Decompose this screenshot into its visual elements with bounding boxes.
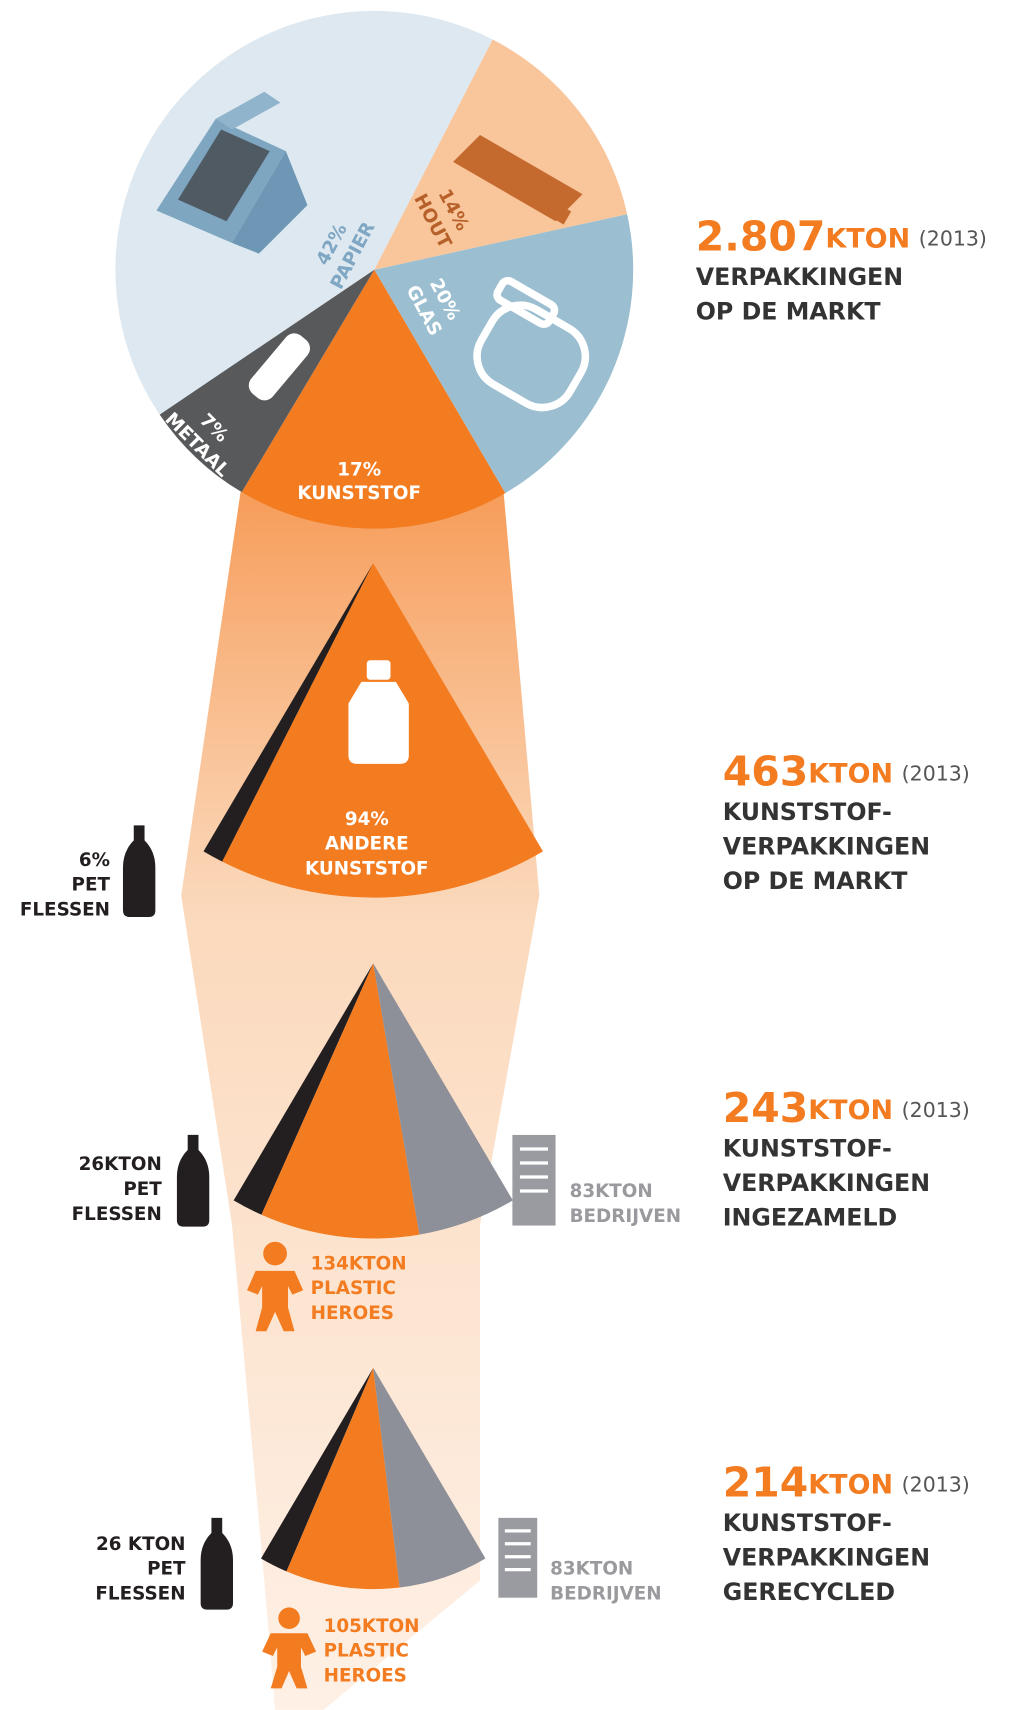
slice-label: HEROES [324,1665,407,1686]
slice-label: 134KTON [311,1253,407,1274]
slice-label: PLASTIC [324,1641,409,1662]
slice-label: PET [123,1179,162,1200]
headline: 463KTON (2013) [723,748,970,796]
unit: KTON [808,758,893,789]
slice-label: PET [147,1559,186,1580]
slice-label: 26 KTON [96,1534,186,1555]
headline-line: VERPAKKINGEN [723,1169,930,1197]
headline-line: VERPAKKINGEN [723,832,930,860]
amount: 463 [723,748,809,796]
slice-label: ANDERE [325,834,409,855]
amount: 2.807 [696,213,826,261]
headline: 214KTON (2013) [723,1459,970,1507]
amount: 214 [723,1459,809,1507]
slice-label: BEDRIJVEN [570,1206,682,1227]
headline-line: KUNSTSTOF- [723,1135,892,1163]
slice-label: HEROES [311,1303,394,1324]
slice-label: FLESSEN [20,900,110,921]
unit: KTON [808,1469,893,1500]
headline: 243KTON (2013) [723,1084,970,1132]
slice-label: BEDRIJVEN [550,1583,662,1604]
headline-line: VERPAKKINGEN [723,1543,930,1571]
slice-label: PET [72,875,111,896]
headline-line: VERPAKKINGEN [696,263,903,291]
headline-line: INGEZAMELD [723,1204,898,1232]
slice-label: 83KTON [570,1181,653,1202]
slice-label: 6% [79,850,110,871]
amount: 243 [723,1084,809,1132]
headline-line: KUNSTSTOF- [723,798,892,826]
headline: 2.807KTON (2013) [696,213,987,261]
headline-line: OP DE MARKT [723,867,909,895]
infographic: 42%PAPIER14%HOUT20%GLAS17%KUNSTSTOF7%MET… [0,0,1014,1710]
building-icons [498,1135,555,1598]
year: (2013) [902,1473,970,1497]
slice-label: 94% [345,809,389,830]
slice-label: PLASTIC [311,1278,396,1299]
slice-label: 26KTON [79,1154,162,1175]
unit: KTON [808,1095,893,1126]
headline-line: OP DE MARKT [696,297,882,325]
drawing-layer: 42%PAPIER14%HOUT20%GLAS17%KUNSTSTOF7%MET… [20,11,987,1688]
headline-line: GERECYCLED [723,1578,895,1606]
slice-label: FLESSEN [95,1583,185,1604]
headline-line: KUNSTSTOF- [723,1509,892,1537]
slice-value: 17% [337,459,381,480]
slice-label: 83KTON [550,1559,633,1580]
slice-label: KUNSTSTOF [305,859,429,880]
year: (2013) [919,227,987,251]
year: (2013) [902,1098,970,1122]
unit: KTON [825,223,910,254]
year: (2013) [902,762,970,786]
slice-name: KUNSTSTOF [297,483,421,504]
slice-label: 105KTON [324,1616,420,1637]
slice-label: FLESSEN [72,1204,162,1225]
